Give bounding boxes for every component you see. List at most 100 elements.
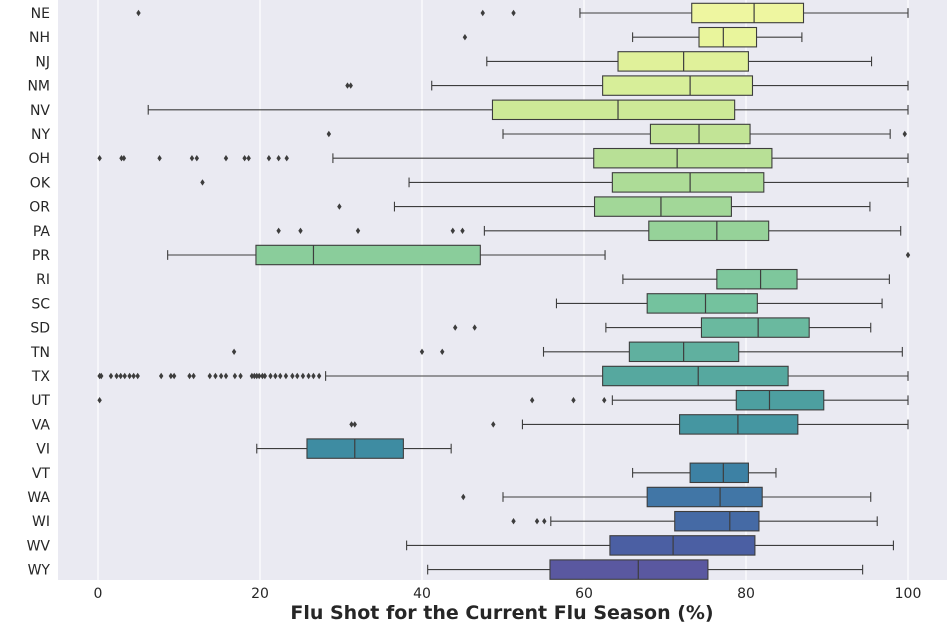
outlier-point	[256, 372, 262, 380]
outlier-point	[114, 372, 119, 380]
outlier-point	[326, 130, 332, 138]
y-tick-label-va: VA	[32, 417, 51, 433]
outlier-point	[276, 155, 281, 162]
outlier-point	[135, 372, 140, 380]
outlier-point	[276, 227, 281, 234]
box-nm	[345, 75, 909, 96]
outlier-point	[157, 155, 162, 162]
y-tick-label-or: OR	[29, 200, 50, 216]
x-tick-label-20: 20	[251, 586, 269, 602]
box-ok	[200, 172, 909, 193]
outlier-point	[136, 9, 141, 17]
box-tn	[231, 341, 903, 363]
y-tick-label-tx: TX	[31, 369, 51, 385]
outlier-point	[295, 372, 300, 380]
y-tick-label-sc: SC	[31, 296, 50, 312]
box-pa	[276, 220, 902, 242]
vertical-gridlines	[97, 0, 909, 580]
x-tick-label-60: 60	[575, 586, 593, 602]
outlier-point	[223, 155, 229, 162]
outlier-point	[260, 372, 265, 380]
iqr-box	[649, 123, 751, 145]
outlier-point	[298, 227, 303, 234]
outlier-point	[249, 372, 255, 380]
y-tick-label-wa: WA	[27, 490, 50, 506]
box-ri	[622, 268, 890, 290]
outlier-point	[511, 518, 516, 525]
y-tick-label-oh: OH	[28, 151, 50, 167]
outlier-point	[118, 372, 123, 380]
outlier-point	[131, 372, 136, 380]
outlier-point	[542, 518, 547, 525]
outlier-point	[254, 372, 259, 380]
outlier-point	[419, 348, 425, 355]
x-tick-label-0: 0	[94, 586, 103, 602]
outlier-point	[311, 372, 316, 380]
iqr-box	[549, 559, 709, 580]
box-wi	[511, 510, 878, 532]
box-ny	[326, 123, 907, 145]
box-nh	[462, 26, 803, 48]
outlier-point	[902, 130, 907, 138]
outlier-point	[529, 397, 535, 404]
outlier-point	[461, 493, 466, 501]
outlier-point	[472, 324, 477, 331]
outlier-point	[238, 372, 243, 380]
outlier-point	[168, 372, 174, 380]
iqr-box	[609, 535, 756, 556]
outlier-point	[231, 348, 237, 355]
plot-area-background	[58, 0, 947, 580]
box-sc	[555, 293, 883, 314]
box-ut	[97, 389, 909, 411]
y-tick-label-tn: TN	[30, 345, 50, 361]
y-tick-labels: NE NH NJ NM NV NY OH OK OR PA PR RI SC SD TN TX UT VA VI VT…	[27, 6, 51, 579]
outlier-point	[571, 397, 576, 404]
box-wv	[406, 535, 894, 556]
y-tick-label-wv: WV	[27, 538, 51, 554]
outlier-point	[246, 155, 251, 162]
outlier-point	[349, 421, 354, 428]
iqr-box	[491, 99, 736, 121]
y-tick-label-sd: SD	[30, 321, 50, 337]
box-vi	[256, 438, 452, 459]
box-va	[349, 414, 909, 435]
outlier-point	[119, 155, 124, 162]
outlier-point	[462, 34, 468, 41]
y-tick-label-nm: NM	[27, 79, 50, 95]
box-nj	[486, 51, 873, 72]
outlier-point	[905, 251, 911, 259]
y-tick-label-pa: PA	[33, 224, 51, 240]
outlier-point	[348, 82, 353, 89]
x-tick-label-40: 40	[413, 586, 431, 602]
iqr-box	[700, 317, 810, 338]
iqr-box	[255, 244, 481, 266]
iqr-box	[602, 75, 754, 96]
x-tick-labels: 0 20 40 60 80 100	[94, 586, 922, 602]
outlier-point	[534, 518, 540, 525]
iqr-box	[716, 268, 798, 290]
y-tick-label-ny: NY	[31, 127, 50, 143]
outlier-point	[171, 372, 177, 380]
outlier-point	[189, 155, 195, 162]
outlier-point	[345, 82, 350, 89]
outlier-point	[450, 227, 455, 234]
outlier-point	[300, 372, 306, 380]
outlier-point	[252, 372, 257, 380]
iqr-box	[648, 220, 770, 242]
iqr-box	[735, 389, 825, 411]
outlier-point	[232, 372, 238, 380]
box-oh	[97, 147, 909, 169]
y-tick-label-ne: NE	[31, 6, 50, 22]
x-axis-title: Flu Shot for the Current Flu Season (%)	[290, 602, 713, 622]
iqr-box	[691, 2, 805, 24]
y-tick-label-ut: UT	[31, 393, 50, 409]
y-tick-label-pr: PR	[32, 248, 50, 264]
outlier-point	[460, 227, 465, 234]
outlier-point	[99, 372, 104, 380]
outlier-point	[262, 372, 268, 380]
outlier-point	[511, 9, 516, 17]
y-tick-label-wy: WY	[28, 563, 51, 579]
outlier-point	[306, 372, 311, 380]
outlier-point	[223, 372, 229, 380]
